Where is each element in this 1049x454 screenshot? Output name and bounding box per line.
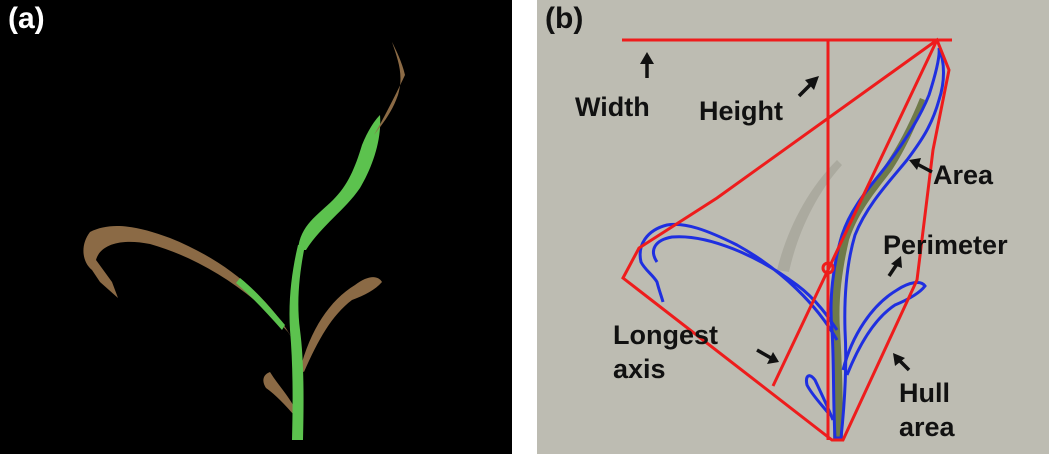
longest-axis-arrow <box>756 348 772 360</box>
longest-annotation: Longest <box>613 320 718 350</box>
hull-annotation: Hull <box>899 378 950 408</box>
panel-a-label: (a) <box>8 2 45 35</box>
plant-body <box>832 98 925 440</box>
area-arrow <box>916 162 933 174</box>
contour-left-leaf <box>638 222 839 341</box>
lower-leaf-brown <box>263 372 296 415</box>
measurement-panel: (b) Width Height Area Perimeter Longest … <box>537 0 1049 454</box>
convex-hull <box>621 37 951 442</box>
right-leaf-brown <box>300 277 382 372</box>
upper-leaf-tip-brown <box>374 42 405 135</box>
contour-lower-leaf <box>805 374 835 421</box>
longest-axis-line <box>771 39 939 387</box>
main-stem <box>289 245 305 440</box>
longest-axis-arrowhead <box>767 352 779 364</box>
axis-annotation: axis <box>613 354 666 384</box>
segmented-plant-image <box>83 42 405 440</box>
area-annotation: Area <box>933 160 994 190</box>
left-leaf-green-streak <box>236 278 285 330</box>
plant-shadow <box>777 160 842 272</box>
perimeter-arrowhead <box>891 256 902 268</box>
height-annotation: Height <box>699 96 783 126</box>
panel-b-label: (b) <box>545 2 584 35</box>
height-arrowhead <box>805 76 819 90</box>
width-arrowhead <box>640 52 654 64</box>
area-arrowhead <box>909 158 921 170</box>
hull-arrowhead <box>893 353 905 366</box>
perimeter-arrow <box>887 263 899 277</box>
measurement-overlay <box>621 37 952 442</box>
hull-area-annotation: area <box>899 412 955 442</box>
segmented-plant-panel: (a) <box>0 0 512 454</box>
contour-right-leaf <box>841 281 927 376</box>
width-annotation: Width <box>575 92 650 122</box>
left-leaf-brown <box>83 226 292 338</box>
hull-arrow <box>897 358 911 372</box>
upper-leaf-green <box>298 115 381 250</box>
annotation-arrows <box>640 52 933 372</box>
centroid-marker <box>821 261 835 275</box>
perimeter-annotation: Perimeter <box>883 230 1008 260</box>
